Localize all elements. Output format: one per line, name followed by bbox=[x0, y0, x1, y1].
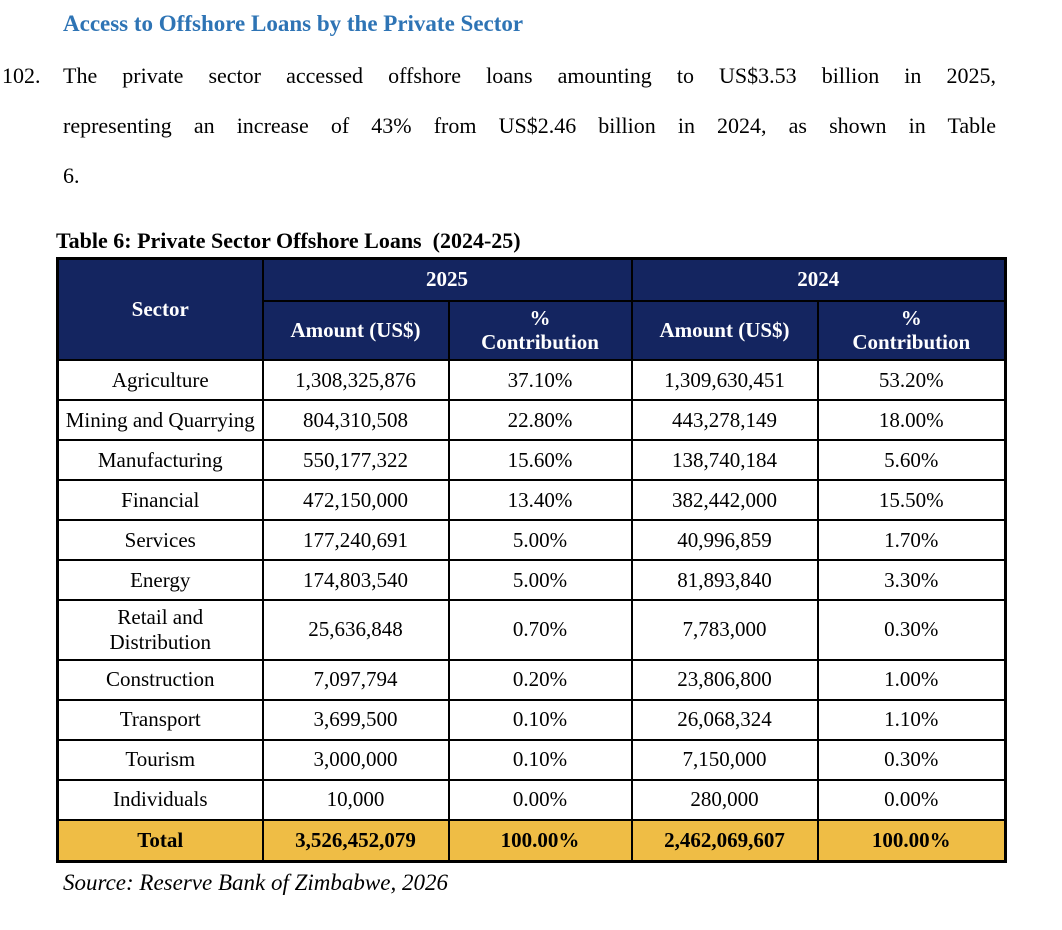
sector-cell: Transport bbox=[56, 698, 264, 741]
table-row: Energy 174,803,540 5.00% 81,893,840 3.30… bbox=[56, 559, 1007, 602]
amount-2024-cell: 1,309,630,451 bbox=[630, 359, 819, 402]
pct-2025-cell: 22.80% bbox=[447, 399, 633, 442]
amount-2025-cell: 1,308,325,876 bbox=[261, 359, 450, 402]
table-title: Table 6: Private Sector Offshore Loans (… bbox=[56, 228, 521, 253]
table-row: Financial 472,150,000 13.40% 382,442,000… bbox=[56, 479, 1007, 522]
table-row: Individuals 10,000 0.00% 280,000 0.00% bbox=[56, 778, 1007, 821]
pct-2024-cell: 5.60% bbox=[816, 439, 1007, 482]
sector-cell: Construction bbox=[56, 658, 264, 701]
offshore-loans-table: Sector 2025 2024 Amount (US$) % Contribu… bbox=[56, 257, 1007, 864]
pct-2024-cell: 1.70% bbox=[816, 519, 1007, 562]
amount-2024-cell: 443,278,149 bbox=[630, 399, 819, 442]
amount-2024-cell: 23,806,800 bbox=[630, 658, 819, 701]
header-pct-2025: % Contribution bbox=[447, 299, 633, 362]
header-pct-2024: % Contribution bbox=[816, 299, 1007, 362]
amount-2025-cell: 7,097,794 bbox=[261, 658, 450, 701]
paragraph-line: representing an increase of 43% from US$… bbox=[63, 113, 996, 138]
table-row: Agriculture 1,308,325,876 37.10% 1,309,6… bbox=[56, 359, 1007, 402]
sector-cell: Tourism bbox=[56, 738, 264, 781]
pct-2024-cell: 0.30% bbox=[816, 738, 1007, 781]
amount-2024-cell: 7,150,000 bbox=[630, 738, 819, 781]
header-subrow: Amount (US$) % Contribution Amount (US$)… bbox=[58, 299, 1007, 362]
table-row: Manufacturing 550,177,322 15.60% 138,740… bbox=[56, 439, 1007, 482]
sector-cell: Financial bbox=[56, 479, 264, 522]
table-row: Transport 3,699,500 0.10% 26,068,324 1.1… bbox=[56, 698, 1007, 741]
document-page: Access to Offshore Loans by the Private … bbox=[0, 11, 1062, 896]
section-heading: Access to Offshore Loans by the Private … bbox=[63, 11, 524, 36]
pct-2025-cell: 0.00% bbox=[447, 778, 633, 821]
table-body: Agriculture 1,308,325,876 37.10% 1,309,6… bbox=[56, 359, 1007, 863]
pct-2024-cell: 1.10% bbox=[816, 698, 1007, 741]
amount-2025-cell: 550,177,322 bbox=[261, 439, 450, 482]
header-amount-2024: Amount (US$) bbox=[630, 299, 819, 362]
sector-cell: Agriculture bbox=[56, 359, 264, 402]
amount-2024-cell: 81,893,840 bbox=[630, 559, 819, 602]
paragraph-body: The private sector accessed offshore loa… bbox=[63, 51, 996, 201]
sector-cell: Individuals bbox=[56, 778, 264, 821]
table-row: Mining and Quarrying 804,310,508 22.80% … bbox=[56, 399, 1007, 442]
pct-2025-cell: 15.60% bbox=[447, 439, 633, 482]
table-row: Construction 7,097,794 0.20% 23,806,800 … bbox=[56, 658, 1007, 701]
pct-2024-cell: 18.00% bbox=[816, 399, 1007, 442]
pct-2024-cell: 15.50% bbox=[816, 479, 1007, 522]
pct-2025-cell: 0.20% bbox=[447, 658, 633, 701]
pct-2025-cell: 0.10% bbox=[447, 698, 633, 741]
total-pct-2025: 100.00% bbox=[447, 818, 633, 863]
pct-2025-cell: 0.10% bbox=[447, 738, 633, 781]
amount-2024-cell: 7,783,000 bbox=[630, 599, 819, 661]
table-header: Sector 2025 2024 Amount (US$) % Contribu… bbox=[56, 257, 1007, 362]
total-label: Total bbox=[56, 818, 264, 863]
amount-2025-cell: 177,240,691 bbox=[261, 519, 450, 562]
total-amount-2025: 3,526,452,079 bbox=[261, 818, 450, 863]
header-amount-2025: Amount (US$) bbox=[261, 299, 450, 362]
pct-2025-cell: 5.00% bbox=[447, 519, 633, 562]
table-row: Retail and Distribution 25,636,848 0.70%… bbox=[56, 599, 1007, 661]
amount-2025-cell: 804,310,508 bbox=[261, 399, 450, 442]
pct-2025-cell: 37.10% bbox=[447, 359, 633, 402]
header-sector: Sector bbox=[56, 257, 264, 362]
pct-2024-cell: 0.30% bbox=[816, 599, 1007, 661]
total-row: Total 3,526,452,079 100.00% 2,462,069,60… bbox=[56, 818, 1007, 863]
header-year-2025: 2025 bbox=[261, 257, 633, 302]
paragraph-line: 6. bbox=[63, 163, 80, 188]
amount-2025-cell: 472,150,000 bbox=[261, 479, 450, 522]
sector-cell: Mining and Quarrying bbox=[56, 399, 264, 442]
amount-2025-cell: 25,636,848 bbox=[261, 599, 450, 661]
table-row: Services 177,240,691 5.00% 40,996,859 1.… bbox=[56, 519, 1007, 562]
pct-2025-cell: 13.40% bbox=[447, 479, 633, 522]
amount-2024-cell: 40,996,859 bbox=[630, 519, 819, 562]
pct-2024-cell: 1.00% bbox=[816, 658, 1007, 701]
amount-2025-cell: 10,000 bbox=[261, 778, 450, 821]
pct-2024-cell: 3.30% bbox=[816, 559, 1007, 602]
total-amount-2024: 2,462,069,607 bbox=[630, 818, 819, 863]
paragraph-line: The private sector accessed offshore loa… bbox=[63, 63, 996, 88]
paragraph-number: 102. bbox=[2, 63, 41, 88]
sector-cell: Services bbox=[56, 519, 264, 562]
sector-cell: Retail and Distribution bbox=[56, 599, 264, 661]
pct-2024-cell: 0.00% bbox=[816, 778, 1007, 821]
source-note: Source: Reserve Bank of Zimbabwe, 2026 bbox=[63, 870, 448, 896]
sector-cell: Manufacturing bbox=[56, 439, 264, 482]
pct-2024-cell: 53.20% bbox=[816, 359, 1007, 402]
sector-cell: Energy bbox=[56, 559, 264, 602]
amount-2025-cell: 174,803,540 bbox=[261, 559, 450, 602]
table-row: Tourism 3,000,000 0.10% 7,150,000 0.30% bbox=[56, 738, 1007, 781]
header-year-2024: 2024 bbox=[630, 257, 1007, 302]
amount-2024-cell: 138,740,184 bbox=[630, 439, 819, 482]
paragraph-102: 102. The private sector accessed offshor… bbox=[2, 51, 1062, 201]
amount-2024-cell: 382,442,000 bbox=[630, 479, 819, 522]
amount-2024-cell: 280,000 bbox=[630, 778, 819, 821]
header-year-row: Sector 2025 2024 bbox=[56, 257, 1007, 362]
amount-2025-cell: 3,699,500 bbox=[261, 698, 450, 741]
total-pct-2024: 100.00% bbox=[816, 818, 1007, 863]
pct-2025-cell: 0.70% bbox=[447, 599, 633, 661]
amount-2025-cell: 3,000,000 bbox=[261, 738, 450, 781]
pct-2025-cell: 5.00% bbox=[447, 559, 633, 602]
amount-2024-cell: 26,068,324 bbox=[630, 698, 819, 741]
